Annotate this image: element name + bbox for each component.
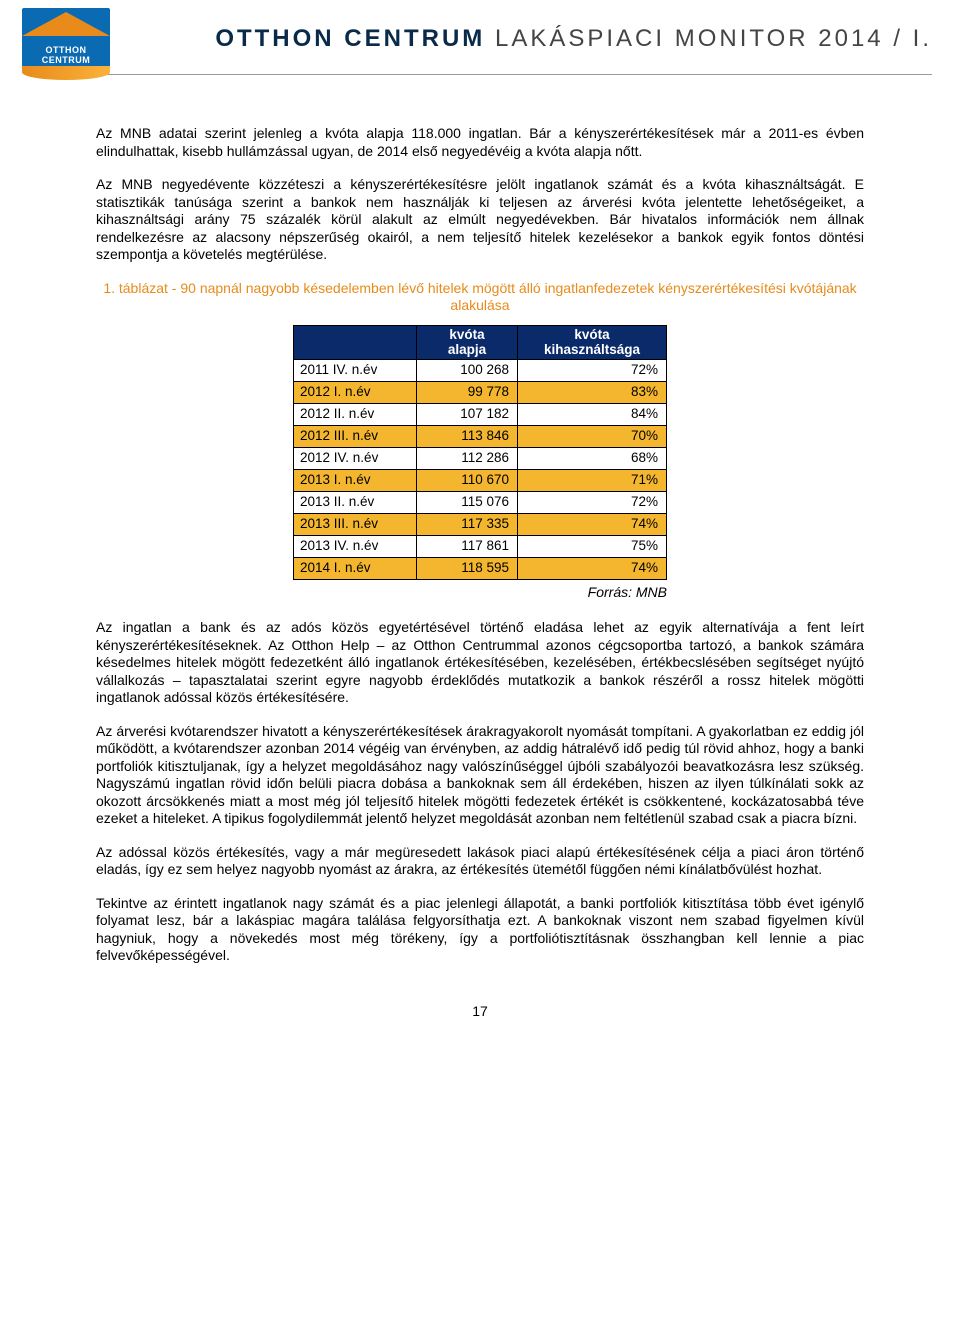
- table-cell-quota-usage: 70%: [518, 425, 667, 447]
- table-cell-quota-usage: 74%: [518, 557, 667, 579]
- table-row: 2013 III. n.év117 33574%: [294, 513, 667, 535]
- table-cell-quota-usage: 68%: [518, 447, 667, 469]
- page-header: OTTHON CENTRUM OTTHON CENTRUM LAKÁSPIACI…: [0, 0, 960, 74]
- logo-text-line1: OTTHON: [46, 45, 87, 55]
- table-cell-quota-base: 112 286: [417, 447, 518, 469]
- table-row: 2014 I. n.év118 59574%: [294, 557, 667, 579]
- table-cell-period: 2013 I. n.év: [294, 469, 417, 491]
- table-cell-quota-base: 113 846: [417, 425, 518, 447]
- table-cell-period: 2012 I. n.év: [294, 381, 417, 403]
- table-cell-quota-base: 117 861: [417, 535, 518, 557]
- table-row: 2013 I. n.év110 67071%: [294, 469, 667, 491]
- page-number: 17: [96, 1003, 864, 1021]
- table-cell-period: 2012 III. n.év: [294, 425, 417, 447]
- header-title-year: 2014 / I.: [818, 25, 932, 52]
- table-cell-quota-base: 99 778: [417, 381, 518, 403]
- table-cell-quota-usage: 74%: [518, 513, 667, 535]
- header-title-bold: OTTHON CENTRUM: [215, 25, 485, 52]
- logo-text-line2: CENTRUM: [42, 55, 91, 65]
- table-cell-period: 2014 I. n.év: [294, 557, 417, 579]
- table-cell-period: 2013 III. n.év: [294, 513, 417, 535]
- table-header-col1: [294, 325, 417, 359]
- table-cell-quota-usage: 84%: [518, 403, 667, 425]
- paragraph-1: Az MNB adatai szerint jelenleg a kvóta a…: [96, 125, 864, 160]
- table-cell-quota-base: 115 076: [417, 491, 518, 513]
- table-header-col2-l2: alapja: [448, 342, 486, 357]
- table-cell-quota-usage: 72%: [518, 491, 667, 513]
- table-cell-period: 2012 II. n.év: [294, 403, 417, 425]
- paragraph-6: Tekintve az érintett ingatlanok nagy szá…: [96, 895, 864, 965]
- table-cell-quota-base: 118 595: [417, 557, 518, 579]
- table-row: 2013 IV. n.év117 86175%: [294, 535, 667, 557]
- table-row: 2011 IV. n.év100 26872%: [294, 359, 667, 381]
- table-row: 2013 II. n.év115 07672%: [294, 491, 667, 513]
- logo: OTTHON CENTRUM: [22, 8, 110, 70]
- table-row: 2012 I. n.év99 77883%: [294, 381, 667, 403]
- table-cell-quota-base: 107 182: [417, 403, 518, 425]
- table-header-col3: kvóta kihasználtsága: [518, 325, 667, 359]
- paragraph-5: Az adóssal közös értékesítés, vagy a már…: [96, 844, 864, 879]
- table-row: 2012 IV. n.év112 28668%: [294, 447, 667, 469]
- table-cell-period: 2013 II. n.év: [294, 491, 417, 513]
- table-row: 2012 II. n.év107 18284%: [294, 403, 667, 425]
- table-row: 2012 III. n.év113 84670%: [294, 425, 667, 447]
- table-source: Forrás: MNB: [293, 584, 667, 602]
- table-cell-quota-usage: 83%: [518, 381, 667, 403]
- table-cell-period: 2012 IV. n.év: [294, 447, 417, 469]
- table-cell-quota-base: 110 670: [417, 469, 518, 491]
- table-caption: 1. táblázat - 90 napnál nagyobb késedele…: [96, 280, 864, 315]
- table-cell-quota-usage: 75%: [518, 535, 667, 557]
- paragraph-4: Az árverési kvótarendszer hivatott a kén…: [96, 723, 864, 828]
- paragraph-2: Az MNB negyedévente közzéteszi a kénysze…: [96, 176, 864, 264]
- content-area: Az MNB adatai szerint jelenleg a kvóta a…: [0, 75, 960, 1020]
- quota-table: kvóta alapja kvóta kihasználtsága 2011 I…: [293, 325, 667, 580]
- table-header-col2-l1: kvóta: [449, 327, 484, 342]
- paragraph-3: Az ingatlan a bank és az adós közös egye…: [96, 619, 864, 707]
- table-cell-quota-usage: 72%: [518, 359, 667, 381]
- header-title-light: LAKÁSPIACI MONITOR: [495, 25, 809, 52]
- table-cell-period: 2013 IV. n.év: [294, 535, 417, 557]
- table-header-col3-l2: kihasználtsága: [544, 342, 640, 357]
- table-header-col2: kvóta alapja: [417, 325, 518, 359]
- table-cell-quota-usage: 71%: [518, 469, 667, 491]
- table-cell-quota-base: 117 335: [417, 513, 518, 535]
- table-cell-quota-base: 100 268: [417, 359, 518, 381]
- table-cell-period: 2011 IV. n.év: [294, 359, 417, 381]
- header-title: OTTHON CENTRUM LAKÁSPIACI MONITOR 2014 /…: [215, 25, 932, 53]
- table-header-col3-l1: kvóta: [574, 327, 609, 342]
